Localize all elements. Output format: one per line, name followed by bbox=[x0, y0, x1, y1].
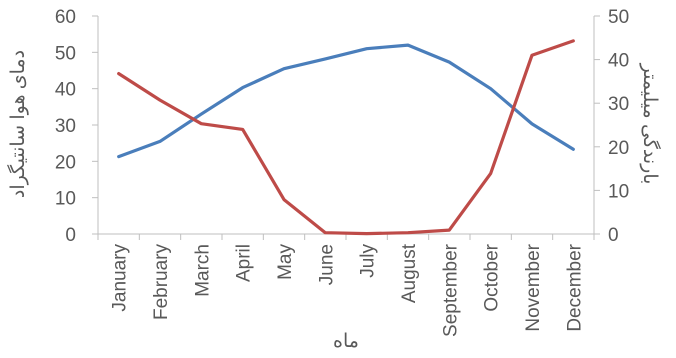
y-left-tick-label: 30 bbox=[55, 116, 76, 137]
y-axis-right-title: بارندگی میلیمتر bbox=[639, 63, 662, 185]
y-left-tick-label: 20 bbox=[55, 152, 76, 173]
y-left-tick-label: 0 bbox=[65, 225, 76, 246]
y-right-tick-label: 40 bbox=[608, 51, 629, 72]
y-left-tick-labels: 0 10 20 30 40 50 60 bbox=[55, 7, 98, 246]
x-tick-label: March bbox=[192, 244, 213, 297]
x-tick-labels: January February March April May June July Augu… bbox=[110, 243, 586, 337]
series-line-2 bbox=[117, 39, 575, 236]
series-line-1 bbox=[117, 43, 575, 159]
y-right-tick-label: 50 bbox=[608, 7, 629, 28]
x-tick-label: July bbox=[358, 244, 379, 278]
y-left-tick-label: 10 bbox=[55, 189, 76, 210]
y-left-tick-label: 50 bbox=[55, 43, 76, 64]
plot-area: 0 10 20 30 40 50 60 0 10 20 30 40 50 January Februar… bbox=[55, 7, 629, 337]
y-right-tick-label: 20 bbox=[608, 138, 629, 159]
x-tick-label: February bbox=[151, 244, 172, 321]
y-axis-left-title: دمای هوا سانتیگراد bbox=[6, 50, 29, 198]
x-tick-label: December bbox=[564, 243, 585, 331]
x-tick-label: June bbox=[316, 244, 337, 285]
y-right-tick-label: 0 bbox=[608, 225, 619, 246]
x-axis-title: ماه bbox=[333, 331, 359, 352]
x-tick-label: April bbox=[234, 244, 255, 282]
x-tick-label: November bbox=[523, 243, 544, 331]
x-tick-label: October bbox=[482, 243, 503, 311]
x-tick-label: September bbox=[440, 243, 461, 337]
x-tick-label: January bbox=[110, 244, 131, 312]
x-tick-label: August bbox=[399, 243, 420, 303]
y-right-tick-labels: 0 10 20 30 40 50 bbox=[594, 7, 629, 246]
y-left-tick-label: 40 bbox=[55, 80, 76, 101]
series-lines bbox=[117, 39, 575, 236]
x-tick-label: May bbox=[275, 244, 296, 280]
y-left-tick-label: 60 bbox=[55, 7, 76, 28]
x-tick-marks bbox=[97, 234, 595, 240]
y-right-tick-label: 30 bbox=[608, 94, 629, 115]
y-right-tick-label: 10 bbox=[608, 181, 629, 202]
